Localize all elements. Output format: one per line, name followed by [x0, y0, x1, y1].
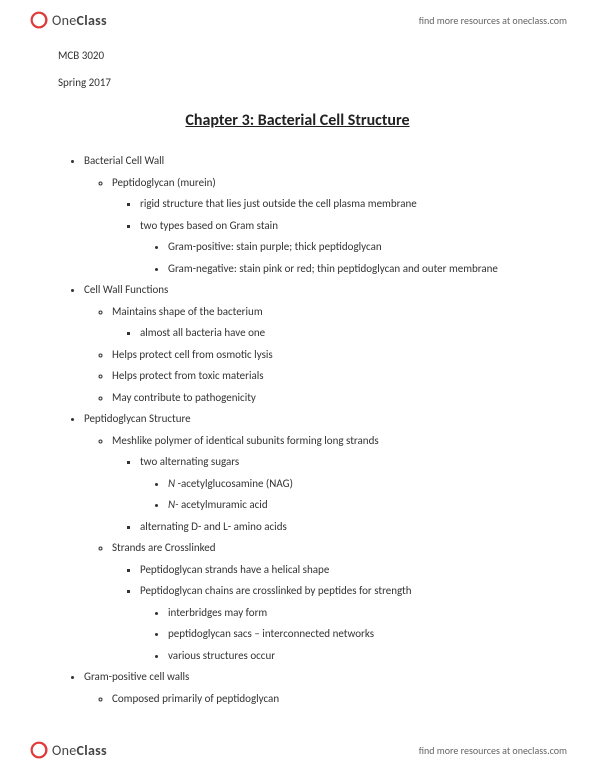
brand-name-part2: Class	[77, 742, 107, 759]
list-item: peptidoglycan sacs – interconnected netw…	[168, 626, 537, 643]
footer-find-more-link[interactable]: find more resources at oneclass.com	[419, 744, 567, 757]
list-item: Composed primarily of peptidoglycan	[112, 691, 537, 708]
list-item: Peptidoglycan (murein)	[112, 175, 537, 192]
brand-logo: OneClass	[28, 9, 107, 31]
list-item: Gram-negative: stain pink or red; thin p…	[168, 261, 537, 278]
list-item: two types based on Gram stain	[140, 218, 537, 235]
list-item: Helps protect from toxic materials	[112, 368, 537, 385]
list-item: N- acetylmuramic acid	[168, 497, 537, 514]
document-body: MCB 3020 Spring 2017 Chapter 3: Bacteria…	[0, 36, 595, 707]
brand-name: OneClass	[52, 742, 107, 759]
list-item: Strands are Crosslinked	[112, 540, 537, 557]
list-item: May contribute to pathogenicity	[112, 390, 537, 407]
list-item: rigid structure that lies just outside t…	[140, 196, 537, 213]
oneclass-logo-icon	[28, 9, 50, 31]
item-text: -acetylglucosamine (NAG)	[175, 477, 293, 490]
term-label: Spring 2017	[58, 75, 537, 92]
brand-name-part2: Class	[77, 12, 107, 29]
list-item: two alternating sugars	[140, 454, 537, 471]
list-item: Helps protect cell from osmotic lysis	[112, 347, 537, 364]
page-footer: OneClass find more resources at oneclass…	[0, 734, 595, 770]
list-item: N -acetylglucosamine (NAG)	[168, 476, 537, 493]
list-item: Maintains shape of the bacterium	[112, 304, 537, 321]
brand-logo-footer: OneClass	[28, 739, 107, 761]
section-heading: Bacterial Cell Wall	[84, 153, 537, 170]
item-text: acetylmuramic acid	[178, 498, 267, 511]
brand-name-part1: One	[52, 742, 77, 759]
list-item: almost all bacteria have one	[140, 325, 537, 342]
list-item: Meshlike polymer of identical subunits f…	[112, 433, 537, 450]
brand-name-part1: One	[52, 12, 77, 29]
list-item: interbridges may form	[168, 605, 537, 622]
header-find-more-link[interactable]: find more resources at oneclass.com	[419, 14, 567, 27]
list-item: alternating D- and L- amino acids	[140, 519, 537, 536]
section-heading: Peptidoglycan Structure	[84, 411, 537, 428]
list-item: Gram-positive: stain purple; thick pepti…	[168, 239, 537, 256]
chapter-title: Chapter 3: Bacterial Cell Structure	[58, 109, 537, 133]
outline-root: Bacterial Cell Wall Peptidoglycan (murei…	[58, 153, 537, 707]
list-item: Peptidoglycan strands have a helical sha…	[140, 562, 537, 579]
page-header: OneClass find more resources at oneclass…	[0, 0, 595, 36]
italic-prefix: N-	[168, 498, 178, 511]
list-item: various structures occur	[168, 648, 537, 665]
oneclass-logo-icon	[28, 739, 50, 761]
list-item: Peptidoglycan chains are crosslinked by …	[140, 583, 537, 600]
section-heading: Cell Wall Functions	[84, 282, 537, 299]
course-code: MCB 3020	[58, 48, 537, 65]
brand-name: OneClass	[52, 12, 107, 29]
section-heading: Gram-positive cell walls	[84, 669, 537, 686]
